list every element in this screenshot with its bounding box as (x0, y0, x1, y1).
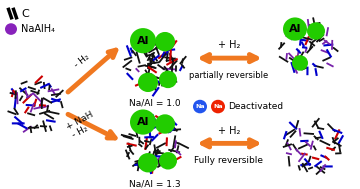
Circle shape (283, 17, 307, 41)
Text: Al: Al (137, 36, 149, 46)
Text: - H₂: - H₂ (73, 52, 91, 70)
Circle shape (159, 71, 177, 88)
Text: Na: Na (195, 104, 205, 109)
Text: NaAlH₄: NaAlH₄ (21, 24, 55, 34)
Text: Deactivated: Deactivated (228, 102, 283, 111)
Circle shape (159, 152, 177, 170)
Circle shape (130, 109, 156, 135)
Text: - H₂: - H₂ (71, 124, 89, 140)
Text: Fully reversible: Fully reversible (194, 156, 264, 165)
Text: + H₂: + H₂ (218, 126, 240, 136)
Circle shape (155, 32, 175, 51)
Text: Al: Al (289, 24, 301, 34)
Circle shape (138, 73, 158, 92)
Circle shape (5, 23, 17, 35)
Text: Na/Al = 1.0: Na/Al = 1.0 (129, 99, 181, 108)
Circle shape (155, 114, 175, 134)
Text: Al: Al (137, 117, 149, 127)
Text: + NaH: + NaH (65, 110, 95, 132)
Circle shape (130, 28, 156, 53)
Circle shape (307, 22, 325, 40)
Text: C: C (21, 9, 29, 19)
Circle shape (211, 100, 225, 113)
Text: Na: Na (213, 104, 223, 109)
Circle shape (193, 100, 207, 113)
Circle shape (138, 153, 158, 172)
Text: partially reversible: partially reversible (189, 71, 269, 80)
Text: Na/Al = 1.3: Na/Al = 1.3 (129, 179, 181, 188)
Text: + H₂: + H₂ (218, 40, 240, 50)
Circle shape (292, 55, 308, 71)
